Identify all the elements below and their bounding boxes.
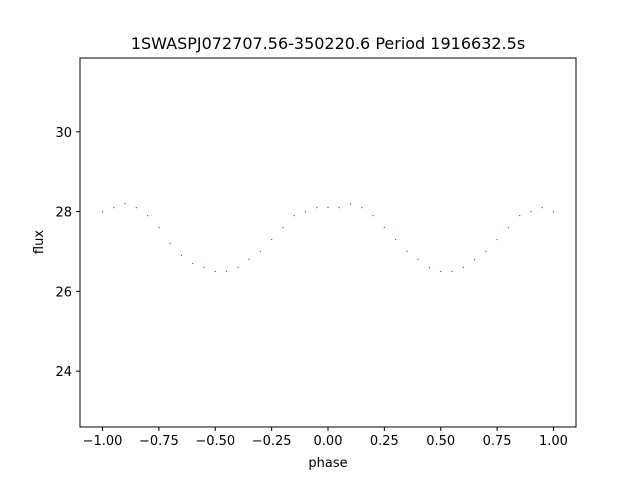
data-point bbox=[338, 206, 340, 209]
data-point bbox=[496, 238, 498, 241]
data-points bbox=[101, 203, 555, 273]
data-point bbox=[192, 262, 194, 265]
x-tick-label: 0.25 bbox=[370, 434, 399, 449]
data-point bbox=[473, 258, 476, 261]
data-point bbox=[316, 206, 318, 209]
data-point bbox=[147, 214, 149, 217]
data-point bbox=[541, 206, 543, 209]
data-point bbox=[135, 206, 137, 209]
data-point bbox=[169, 242, 171, 245]
chart-title: 1SWASPJ072707.56-350220.6 Period 1916632… bbox=[131, 34, 525, 53]
data-point bbox=[259, 250, 261, 253]
data-point bbox=[406, 250, 408, 253]
data-point bbox=[485, 250, 487, 253]
y-tick-label: 30 bbox=[55, 126, 72, 141]
y-axis-label: flux bbox=[32, 230, 47, 254]
data-point bbox=[519, 214, 521, 217]
data-point bbox=[271, 238, 273, 241]
data-point bbox=[440, 270, 442, 273]
data-point bbox=[304, 210, 307, 213]
data-point bbox=[113, 206, 115, 209]
data-point bbox=[462, 266, 464, 269]
data-point bbox=[124, 203, 126, 205]
data-point bbox=[372, 214, 374, 217]
x-tick-label: 1.00 bbox=[539, 434, 568, 449]
y-tick-label: 26 bbox=[55, 285, 72, 300]
data-point bbox=[552, 210, 555, 213]
data-point bbox=[383, 226, 385, 229]
x-tick-label: 0.75 bbox=[483, 434, 512, 449]
data-point bbox=[395, 238, 397, 241]
y-tick-label: 24 bbox=[55, 365, 72, 380]
data-point bbox=[428, 266, 431, 269]
data-point bbox=[451, 270, 453, 273]
data-point bbox=[203, 266, 205, 269]
data-point bbox=[248, 258, 250, 261]
x-tick-label: −1.00 bbox=[83, 434, 123, 449]
x-axis: −1.00 −0.75 −0.50 −0.25 0.00 0.25 0.50 0.75 1.00 bbox=[83, 427, 568, 449]
data-point bbox=[349, 203, 352, 205]
data-point bbox=[507, 226, 509, 229]
x-axis-label: phase bbox=[308, 456, 347, 471]
x-tick-label: −0.50 bbox=[195, 434, 235, 449]
x-tick-label: 0.50 bbox=[426, 434, 455, 449]
data-point bbox=[158, 226, 160, 229]
data-point bbox=[225, 270, 228, 273]
data-point bbox=[214, 270, 216, 273]
data-point bbox=[180, 254, 183, 257]
data-point bbox=[237, 266, 239, 269]
y-tick-label: 28 bbox=[55, 206, 72, 221]
data-point bbox=[361, 206, 363, 209]
x-tick-label: −0.25 bbox=[252, 434, 292, 449]
data-point bbox=[101, 210, 104, 213]
data-point bbox=[417, 258, 419, 261]
data-point bbox=[327, 206, 329, 209]
x-tick-label: 0.00 bbox=[314, 434, 343, 449]
data-point bbox=[282, 226, 284, 229]
data-point bbox=[293, 214, 295, 217]
x-tick-label: −0.75 bbox=[139, 434, 179, 449]
y-axis: 24 26 28 30 bbox=[55, 126, 80, 380]
data-point bbox=[530, 210, 532, 213]
